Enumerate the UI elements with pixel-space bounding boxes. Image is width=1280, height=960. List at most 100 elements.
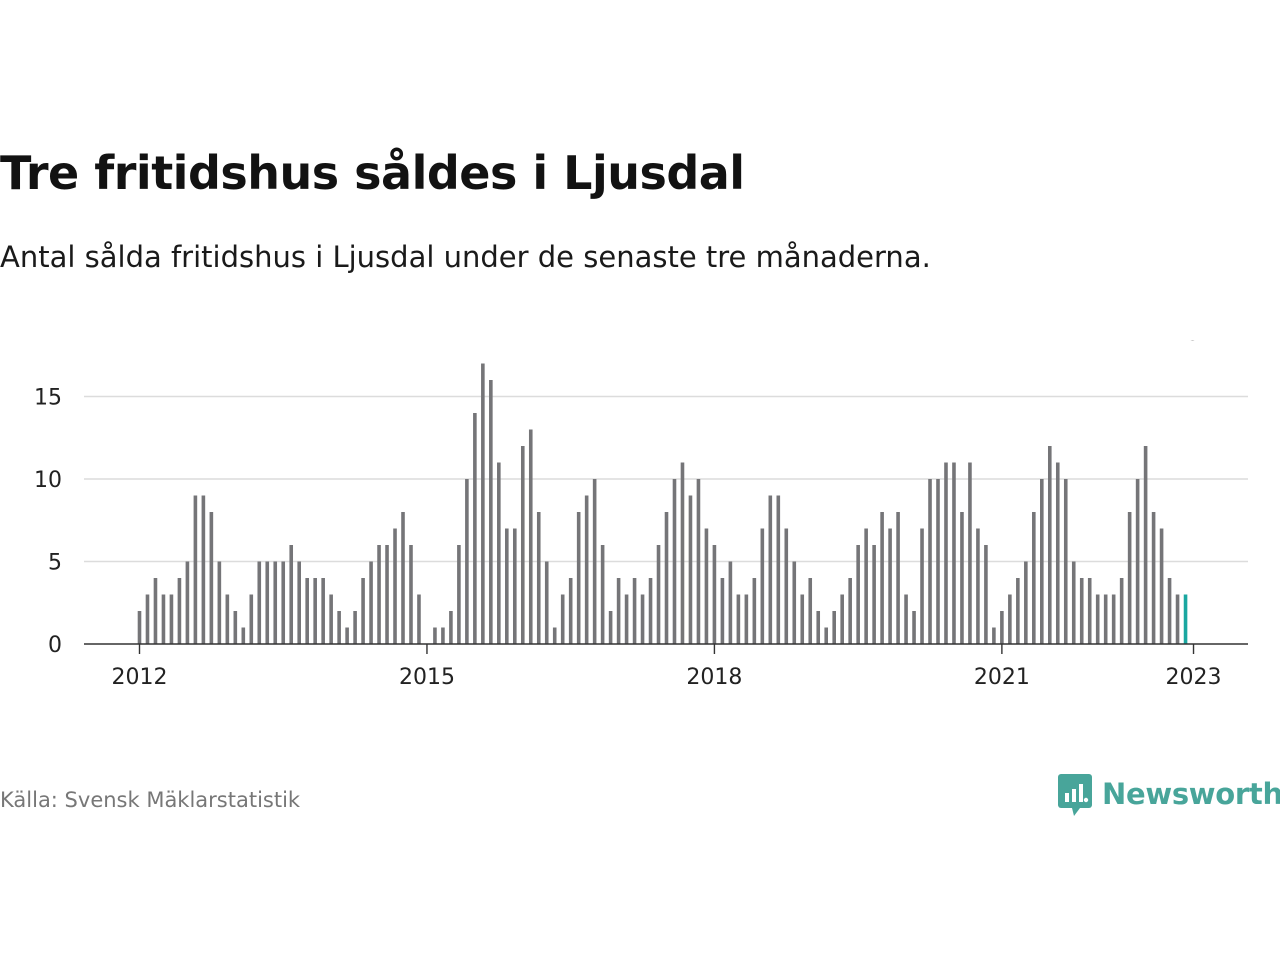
- bar: [305, 578, 309, 644]
- bar: [1063, 479, 1068, 644]
- bar: [1040, 479, 1044, 644]
- bar-highlight: [1183, 594, 1188, 644]
- bar: [872, 545, 876, 644]
- bar: [592, 479, 597, 644]
- bar: [704, 528, 709, 644]
- bar: [528, 429, 533, 644]
- bar: [233, 611, 238, 644]
- bar: [337, 611, 341, 644]
- bar: [808, 578, 813, 644]
- bar: [880, 512, 884, 644]
- bar: [744, 594, 749, 644]
- bar: [960, 512, 964, 644]
- bar: [1055, 462, 1060, 644]
- bar: [137, 611, 142, 644]
- bar: [664, 512, 669, 644]
- bar: [1071, 561, 1076, 644]
- bar: [265, 561, 270, 644]
- bar: [624, 594, 629, 644]
- bar: [832, 611, 836, 644]
- bar: [401, 512, 405, 644]
- bar: [736, 594, 741, 644]
- source-note: Källa: Svensk Mäklarstatistik: [0, 788, 301, 812]
- bar: [752, 578, 757, 644]
- bar: [505, 528, 509, 644]
- chart-title: Tre fritidshus såldes i Ljusdal: [0, 146, 745, 200]
- bar: [1167, 578, 1172, 644]
- x-tick-label: 2023: [1166, 665, 1222, 690]
- bar: [153, 578, 158, 644]
- bar: [648, 578, 653, 644]
- x-tick-label: 2015: [399, 665, 455, 690]
- bar: [1087, 578, 1092, 644]
- bar: [608, 611, 613, 644]
- bar: [457, 545, 461, 644]
- bar: [1032, 512, 1036, 644]
- bar: [952, 462, 956, 644]
- bar: [217, 561, 222, 644]
- y-tick-label: 5: [48, 551, 62, 576]
- bar: [800, 594, 805, 644]
- bar: [728, 561, 733, 644]
- bar: [273, 561, 278, 644]
- newsworthy-logo-icon: [1058, 774, 1092, 816]
- brand-name: Newsworthy: [1102, 777, 1280, 811]
- bar: [600, 545, 605, 644]
- bar: [417, 594, 421, 644]
- bar: [1016, 578, 1020, 644]
- x-tick-label: 2018: [686, 665, 742, 690]
- bar: [696, 479, 701, 644]
- bar: [776, 495, 781, 644]
- value-label: 3: [1187, 340, 1201, 346]
- bar: [409, 545, 413, 644]
- bar: [441, 627, 445, 644]
- bar: [720, 578, 725, 644]
- bar: [313, 578, 317, 644]
- y-tick-label: 15: [34, 386, 62, 411]
- y-tick-label: 10: [34, 468, 62, 493]
- bar: [1000, 611, 1004, 644]
- bar: [489, 380, 493, 644]
- bar: [1175, 594, 1180, 644]
- bar: [297, 561, 301, 644]
- bar: [968, 462, 972, 644]
- bar: [680, 462, 685, 644]
- bar: [1079, 578, 1084, 644]
- bar: [209, 512, 214, 644]
- bar: [640, 594, 645, 644]
- bar: [568, 578, 573, 644]
- bar: [1103, 594, 1108, 644]
- bar: [369, 561, 373, 644]
- bar: [544, 561, 549, 644]
- bar: [249, 594, 254, 644]
- y-tick-label: 0: [48, 633, 62, 658]
- bar: [784, 528, 789, 644]
- bar: [992, 627, 996, 644]
- bar: [816, 611, 821, 644]
- chart-subtitle: Antal sålda fritidshus i Ljusdal under d…: [0, 240, 931, 274]
- bar: [984, 545, 988, 644]
- bar: [616, 578, 621, 644]
- bar-chart: 0 5 10 15 2012 2015 2018 2021 2023 3: [34, 340, 1248, 690]
- bar: [976, 528, 980, 644]
- bar: [257, 561, 262, 644]
- bar: [201, 495, 206, 644]
- bar: [768, 495, 773, 644]
- x-tick-label: 2021: [974, 665, 1030, 690]
- bar: [688, 495, 693, 644]
- bar: [377, 545, 381, 644]
- bar: [361, 578, 365, 644]
- brand-logo[interactable]: Newsworthy: [1058, 772, 1280, 816]
- bar: [824, 627, 829, 644]
- bar: [576, 512, 581, 644]
- bar: [1095, 594, 1100, 644]
- bar: [1111, 594, 1116, 644]
- bar: [281, 561, 286, 644]
- bar: [552, 627, 557, 644]
- bar: [904, 594, 908, 644]
- bar: [177, 578, 182, 644]
- bar: [1151, 512, 1156, 644]
- bar: [1143, 446, 1148, 644]
- bar: [473, 413, 477, 644]
- bar: [481, 363, 485, 644]
